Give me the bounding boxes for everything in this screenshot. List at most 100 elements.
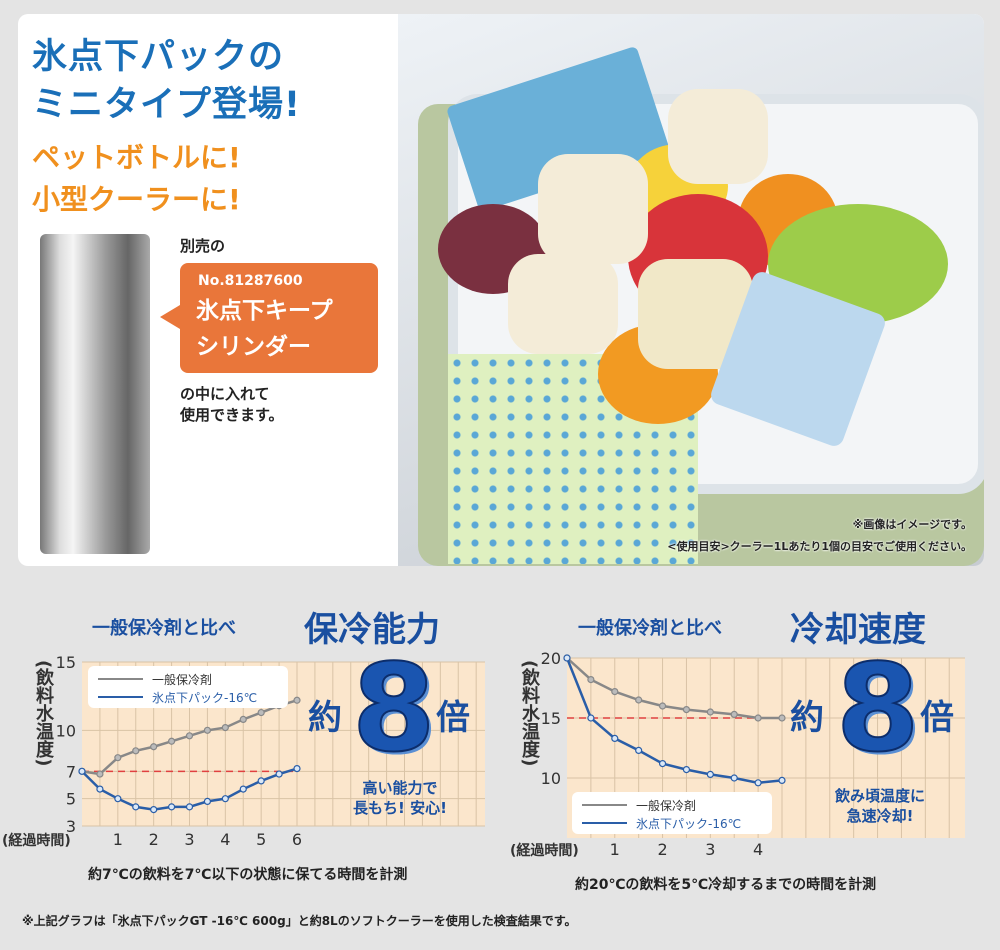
callout-post-1: の中に入れて bbox=[180, 385, 270, 403]
data-point bbox=[706, 770, 714, 778]
legend-label: 一般保冷剤 bbox=[152, 672, 212, 687]
y-tick-label: 7 bbox=[66, 762, 76, 781]
data-point bbox=[658, 759, 667, 768]
data-point bbox=[563, 654, 571, 662]
callout-pre: 別売の bbox=[180, 237, 226, 255]
data-point bbox=[635, 696, 643, 704]
subhead-1: ペットボトルに! bbox=[32, 141, 241, 174]
data-point bbox=[239, 785, 247, 793]
x-tick-label: 5 bbox=[256, 830, 266, 849]
data-point bbox=[185, 732, 194, 740]
keep-cylinder-image bbox=[40, 234, 150, 554]
data-point bbox=[293, 765, 301, 773]
callout-post-2: 使用できます。 bbox=[180, 406, 284, 424]
data-point bbox=[293, 696, 301, 704]
subhead-2: 小型クーラーに! bbox=[32, 183, 241, 216]
callout-bubble: No.81287600 氷点下キープ シリンダー bbox=[160, 263, 378, 373]
x-axis-label: (経過時間) bbox=[2, 832, 71, 849]
data-point bbox=[150, 806, 158, 814]
chart-note: 高い能力で 長もち! 安心! bbox=[340, 778, 460, 818]
legend-label: 一般保冷剤 bbox=[636, 798, 696, 813]
x-tick-label: 4 bbox=[220, 830, 230, 849]
series-line bbox=[565, 657, 783, 785]
x-tick-label: 3 bbox=[184, 830, 194, 849]
cooler-photo: ※画像はイメージです。 <使用目安>クーラー1Lあたり1個の目安でご使用ください… bbox=[398, 14, 984, 566]
series-line bbox=[566, 657, 782, 720]
x-tick-label: 1 bbox=[610, 840, 620, 859]
data-point bbox=[114, 754, 122, 762]
data-point bbox=[221, 723, 229, 732]
chart-title: 冷却速度 bbox=[790, 610, 926, 650]
chart-subtitle: 一般保冷剤と比べ bbox=[92, 618, 236, 639]
data-point bbox=[150, 743, 158, 751]
y-axis-label: (飲料水温度) bbox=[33, 660, 54, 767]
badge-post: 倍 bbox=[436, 698, 470, 738]
product-card: ※画像はイメージです。 <使用目安>クーラー1Lあたり1個の目安でご使用ください… bbox=[18, 14, 984, 566]
chart-note-2: 長もち! 安心! bbox=[353, 799, 447, 817]
y-axis-label: (飲料水温度) bbox=[519, 660, 540, 767]
data-point bbox=[611, 687, 619, 696]
usage-note: <使用目安>クーラー1Lあたり1個の目安でご使用ください。 bbox=[667, 540, 972, 553]
data-point bbox=[96, 770, 104, 778]
data-point bbox=[239, 715, 247, 724]
x-tick-label: 3 bbox=[705, 840, 715, 859]
product-name-1: 氷点下キープ bbox=[196, 298, 333, 324]
footnote: ※上記グラフは「氷点下パックGT -16℃ 600g」と約8Lのソフトクーラーを… bbox=[22, 914, 577, 928]
data-point bbox=[185, 803, 194, 811]
chart-subtitle: 一般保冷剤と比べ bbox=[578, 618, 722, 639]
x-tick-label: 2 bbox=[149, 830, 159, 849]
badge-pre: 約 bbox=[790, 698, 824, 738]
ice-pack bbox=[538, 154, 648, 264]
chart-note: 飲み頃温度に 急速冷却! bbox=[810, 786, 950, 826]
x-tick-label: 2 bbox=[657, 840, 667, 859]
chart-note-1: 高い能力で bbox=[362, 779, 438, 797]
data-point bbox=[730, 710, 738, 719]
x-tick-label: 1 bbox=[113, 830, 123, 849]
data-point bbox=[682, 705, 691, 714]
data-point bbox=[132, 803, 140, 811]
badge-post: 倍 bbox=[920, 698, 954, 738]
headline-line2: ミニタイプ登場! bbox=[32, 85, 301, 125]
data-point bbox=[167, 737, 176, 745]
data-point bbox=[611, 734, 619, 743]
data-point bbox=[167, 803, 176, 811]
data-point bbox=[203, 726, 212, 734]
y-tick-label: 15 bbox=[541, 709, 561, 728]
y-tick-label: 10 bbox=[56, 721, 76, 740]
data-point bbox=[682, 766, 691, 774]
headline-line1: 氷点下パックの bbox=[32, 37, 285, 77]
x-tick-label: 6 bbox=[292, 830, 302, 849]
legend-label: 氷点下パック-16℃ bbox=[152, 691, 257, 705]
y-tick-label: 10 bbox=[541, 769, 561, 788]
y-tick-label: 3 bbox=[66, 817, 76, 836]
badge-number: 8 bbox=[835, 640, 920, 779]
badge-pre: 約 bbox=[308, 698, 342, 738]
y-tick-label: 15 bbox=[56, 653, 76, 672]
legend-label: 氷点下パック-16℃ bbox=[636, 817, 741, 831]
data-point bbox=[730, 774, 738, 782]
product-name-2: シリンダー bbox=[196, 334, 311, 360]
x-tick-label: 4 bbox=[753, 840, 763, 859]
data-point bbox=[658, 702, 667, 710]
data-point bbox=[778, 714, 786, 722]
data-point bbox=[78, 767, 86, 775]
chart-caption: 約20℃の飲料を5℃冷却するまでの時間を計測 bbox=[575, 877, 877, 893]
badge-number: 8 bbox=[351, 640, 436, 779]
data-point bbox=[257, 708, 265, 717]
data-point bbox=[221, 795, 229, 803]
data-point bbox=[635, 746, 643, 755]
data-point bbox=[132, 747, 140, 755]
data-point bbox=[114, 795, 122, 803]
photo-note: ※画像はイメージです。 bbox=[852, 518, 972, 531]
data-point bbox=[778, 776, 786, 784]
data-point bbox=[275, 770, 283, 778]
chart-note-1: 飲み頃温度に bbox=[834, 787, 925, 805]
ice-pack bbox=[508, 254, 618, 354]
data-point bbox=[587, 714, 595, 722]
y-tick-label: 5 bbox=[66, 790, 76, 809]
chart-caption: 約7℃の飲料を7℃以下の状態に保てる時間を計測 bbox=[88, 867, 408, 883]
chart-title: 保冷能力 bbox=[304, 610, 440, 650]
data-point bbox=[257, 777, 265, 785]
